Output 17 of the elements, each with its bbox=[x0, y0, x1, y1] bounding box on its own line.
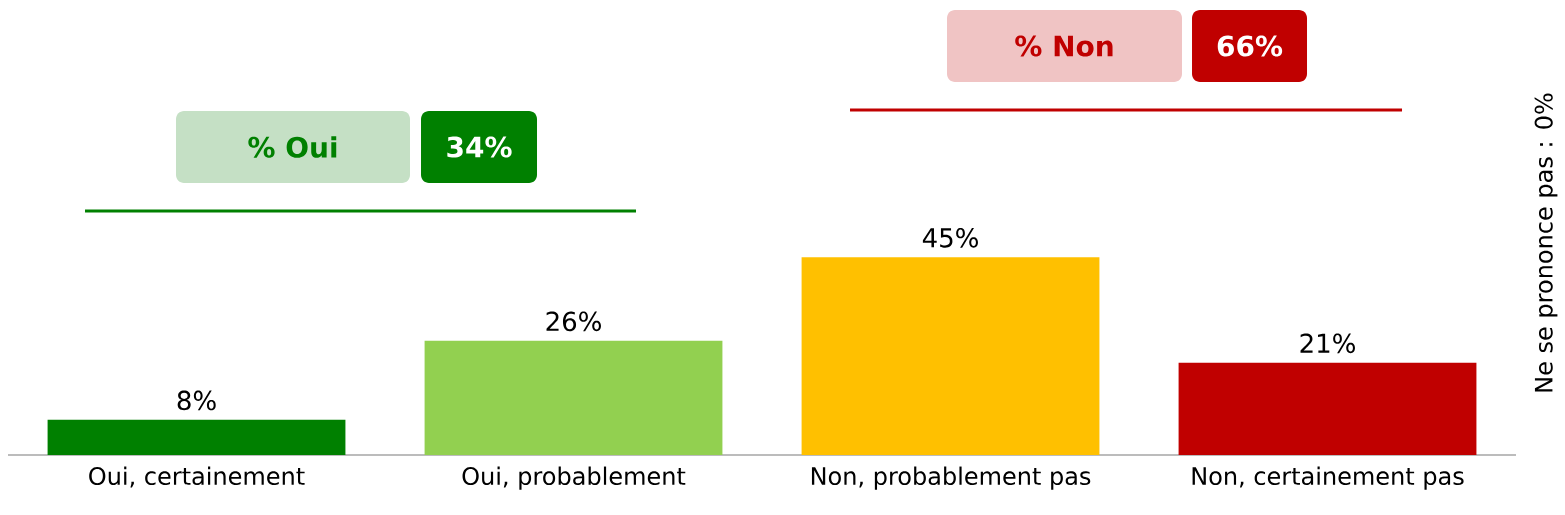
x-tick-label: Non, certainement pas bbox=[1192, 466, 1464, 490]
text: % Non bbox=[1015, 35, 1113, 57]
text: 34% bbox=[447, 136, 512, 158]
text: Ne se prononce pas : 0% bbox=[1534, 93, 1558, 392]
x-tick-label: Oui, probablement bbox=[462, 466, 686, 490]
data-label: 21% bbox=[1300, 333, 1355, 354]
data-label: 45% bbox=[922, 227, 978, 248]
x-tick-label: Oui, certainement bbox=[89, 466, 305, 488]
data-label: 26% bbox=[546, 311, 601, 332]
bar bbox=[801, 257, 1100, 455]
x-tick-label: Non, probablement pas bbox=[811, 466, 1091, 490]
text: % Oui bbox=[248, 136, 337, 158]
bar bbox=[47, 419, 346, 455]
bar bbox=[424, 340, 723, 455]
bar bbox=[1178, 362, 1477, 455]
text: 66% bbox=[1217, 35, 1283, 57]
data-label: 8% bbox=[177, 390, 216, 411]
